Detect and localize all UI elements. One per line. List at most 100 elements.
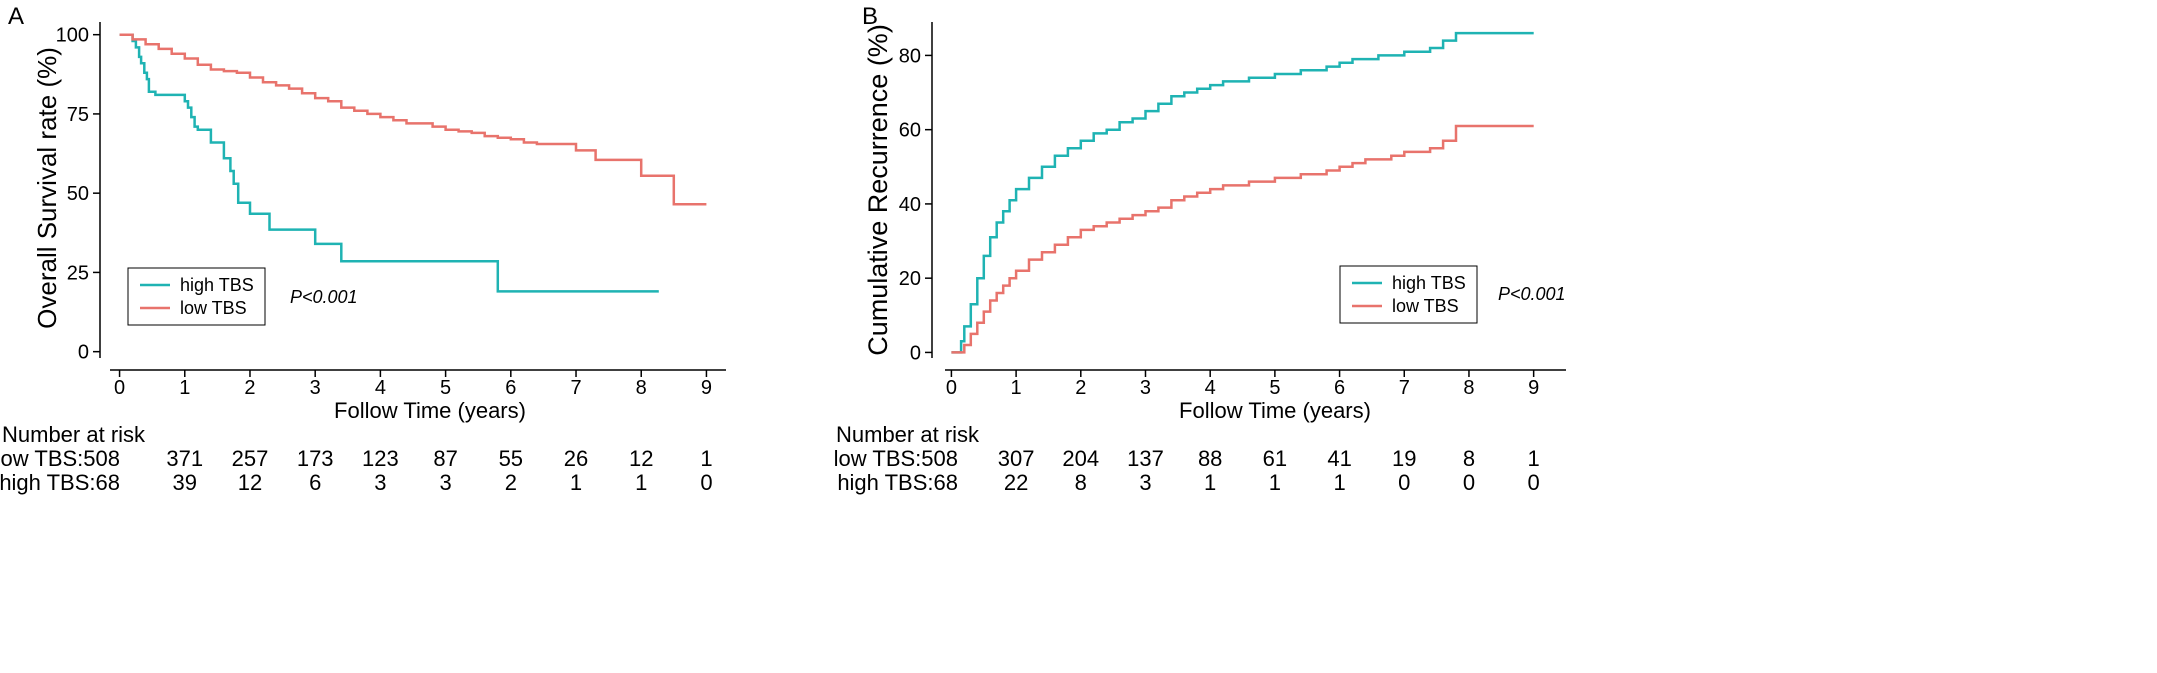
risk-value: 41 xyxy=(1327,446,1351,471)
x-tick-label: 1 xyxy=(179,377,190,399)
x-tick-label: 5 xyxy=(1269,377,1280,399)
panel-b-x-axis-title: Follow Time (years) xyxy=(1179,398,1371,423)
y-tick-label: 25 xyxy=(67,262,89,284)
risk-value: 204 xyxy=(1062,446,1099,471)
risk-value: 1 xyxy=(1528,446,1540,471)
y-tick-label: 75 xyxy=(67,104,89,126)
x-tick-label: 7 xyxy=(570,377,581,399)
panel-a-y-axis-title: Overall Survival rate (%) xyxy=(32,47,62,329)
y-tick-label: 80 xyxy=(899,45,921,67)
panel-a-risk-table: Number at risk low TBS:508 high TBS:68 3… xyxy=(0,422,713,495)
y-tick-label: 50 xyxy=(67,183,89,205)
risk-value: 0 xyxy=(1463,470,1475,495)
x-tick-label: 0 xyxy=(114,377,125,399)
panel-a-legend-box xyxy=(127,267,266,326)
risk-value: 8 xyxy=(1463,446,1475,471)
risk-value: 3 xyxy=(1139,470,1151,495)
risk-value: 3 xyxy=(439,470,451,495)
risk-value: 87 xyxy=(433,446,457,471)
x-tick-label: 8 xyxy=(636,377,647,399)
panel-b-legend-label-low: low TBS xyxy=(1392,296,1459,316)
panel-b-x-ticks: 0 1 2 3 4 5 6 7 8 9 xyxy=(946,370,1539,399)
risk-value: 2 xyxy=(505,470,517,495)
y-tick-label: 0 xyxy=(78,342,89,364)
y-tick-label: 60 xyxy=(899,120,921,142)
panel-a-risk-values: 371 257 173 123 87 55 26 12 139 12 6 3 3 2 1 1 0 xyxy=(166,446,712,495)
risk-value: 371 xyxy=(166,446,203,471)
panel-b-risk-values: 307 204 137 88 61 41 19 8 122 8 3 1 1 1 0 0 0 xyxy=(998,446,1540,495)
risk-value: 88 xyxy=(1198,446,1222,471)
panel-b-pvalue: P<0.001 xyxy=(1498,284,1566,304)
panel-b-legend: high TBS low TBS xyxy=(1339,265,1478,324)
x-tick-label: 4 xyxy=(1205,377,1216,399)
risk-value: 307 xyxy=(998,446,1035,471)
panel-a-risk-label-low: low TBS:508 xyxy=(0,446,120,471)
panel-b-label: B xyxy=(862,3,878,30)
panel-a-pvalue: P<0.001 xyxy=(290,287,358,307)
y-tick-label: 100 xyxy=(56,25,89,47)
x-tick-label: 1 xyxy=(1011,377,1022,399)
panel-b-legend-label-high: high TBS xyxy=(1392,273,1466,293)
panel-a-y-ticks: 0 25 50 75 100 xyxy=(56,25,100,364)
panel-a-legend: high TBS low TBS xyxy=(127,267,266,326)
series-line-low-tbs xyxy=(119,33,707,206)
risk-value: 3 xyxy=(374,470,386,495)
panel-a-risk-label-high: high TBS:68 xyxy=(0,470,120,495)
risk-value: 12 xyxy=(238,470,262,495)
panel-b-legend-box xyxy=(1339,265,1478,324)
risk-value: 0 xyxy=(700,470,712,495)
x-tick-label: 9 xyxy=(1528,377,1539,399)
x-tick-label: 9 xyxy=(701,377,712,399)
panel-b-risk-label-low: low TBS:508 xyxy=(834,446,958,471)
panel-a-series xyxy=(119,33,707,293)
risk-value: 257 xyxy=(232,446,269,471)
x-tick-label: 6 xyxy=(1334,377,1345,399)
risk-value: 1 xyxy=(700,446,712,471)
panel-a-x-ticks: 0 1 2 3 4 5 6 7 8 9 xyxy=(114,370,712,399)
risk-value: 19 xyxy=(1392,446,1416,471)
series-line-low-tbs xyxy=(951,124,1534,354)
risk-value: 26 xyxy=(564,446,588,471)
panel-b-y-axis-title: Cumulative Recurrence (%) xyxy=(863,24,893,356)
x-tick-label: 0 xyxy=(946,377,957,399)
y-tick-label: 40 xyxy=(899,194,921,216)
risk-value: 61 xyxy=(1263,446,1287,471)
risk-value: 1 xyxy=(570,470,582,495)
x-tick-label: 8 xyxy=(1463,377,1474,399)
panel-a-x-axis-title: Follow Time (years) xyxy=(334,398,526,423)
risk-value: 1 xyxy=(635,470,647,495)
x-tick-label: 6 xyxy=(505,377,516,399)
y-tick-label: 0 xyxy=(910,342,921,364)
risk-value: 0 xyxy=(1398,470,1410,495)
series-line-high-tbs xyxy=(119,33,659,293)
x-tick-label: 3 xyxy=(310,377,321,399)
risk-value: 173 xyxy=(297,446,334,471)
x-tick-label: 2 xyxy=(1075,377,1086,399)
y-tick-label: 20 xyxy=(899,268,921,290)
series-line-high-tbs xyxy=(951,31,1534,354)
risk-value: 55 xyxy=(499,446,523,471)
panel-b-risk-label-high: high TBS:68 xyxy=(837,470,958,495)
panel-a-legend-label-high: high TBS xyxy=(180,275,254,295)
risk-value: 0 xyxy=(1528,470,1540,495)
risk-value: 39 xyxy=(173,470,197,495)
risk-value: 12 xyxy=(629,446,653,471)
risk-value: 1 xyxy=(1269,470,1281,495)
panel-a-legend-label-low: low TBS xyxy=(180,298,247,318)
risk-value: 1 xyxy=(1333,470,1345,495)
risk-value: 1 xyxy=(1204,470,1216,495)
panel-a-label: A xyxy=(8,3,24,30)
x-tick-label: 4 xyxy=(375,377,386,399)
x-tick-label: 5 xyxy=(440,377,451,399)
panel-b-risk-header: Number at risk xyxy=(836,422,980,447)
panel-b-series xyxy=(951,31,1534,354)
risk-value: 123 xyxy=(362,446,399,471)
panel-b-risk-table: Number at risk low TBS:508 high TBS:68 3… xyxy=(834,422,1540,495)
risk-value: 137 xyxy=(1127,446,1164,471)
risk-value: 6 xyxy=(309,470,321,495)
risk-value: 8 xyxy=(1075,470,1087,495)
risk-value: 22 xyxy=(1004,470,1028,495)
